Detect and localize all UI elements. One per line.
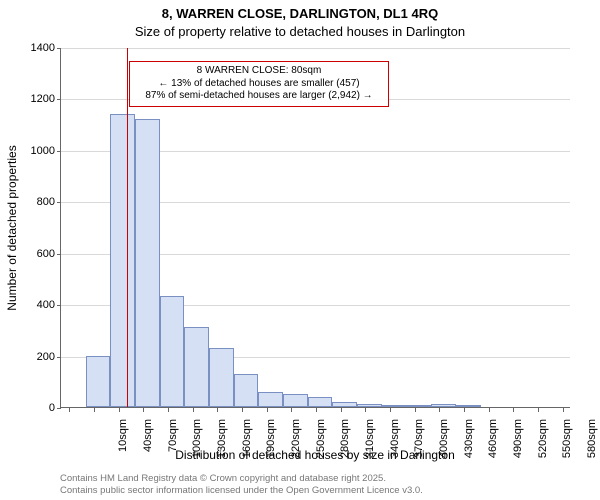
ytick-label: 1000	[15, 145, 55, 157]
y-axis-label: Number of detached properties	[5, 145, 19, 310]
ytick-label: 1400	[15, 42, 55, 54]
xtick-mark	[464, 408, 465, 412]
footer-attribution: Contains HM Land Registry data © Crown c…	[60, 473, 423, 496]
histogram-bar	[258, 392, 283, 407]
xtick-mark	[415, 408, 416, 412]
xtick-mark	[94, 408, 95, 412]
histogram-bar	[283, 394, 308, 407]
ytick-label: 600	[15, 248, 55, 260]
xtick-mark	[563, 408, 564, 412]
xtick-mark	[341, 408, 342, 412]
footer-line1: Contains HM Land Registry data © Crown c…	[60, 473, 423, 484]
ytick-label: 800	[15, 196, 55, 208]
xtick-mark	[316, 408, 317, 412]
histogram-bar	[456, 405, 481, 407]
ytick-mark	[57, 357, 61, 358]
histogram-bar	[332, 402, 357, 407]
ytick-mark	[57, 99, 61, 100]
ytick-mark	[57, 48, 61, 49]
chart-title-line1: 8, WARREN CLOSE, DARLINGTON, DL1 4RQ	[0, 6, 600, 21]
histogram-bar	[135, 119, 160, 407]
histogram-bar	[406, 405, 431, 407]
histogram-bar	[234, 374, 259, 407]
histogram-bar	[431, 404, 456, 407]
ytick-label: 0	[15, 402, 55, 414]
histogram-bar	[308, 397, 333, 407]
footer-line2: Contains public sector information licen…	[60, 485, 423, 496]
gridline	[61, 48, 570, 49]
ytick-mark	[57, 202, 61, 203]
xtick-mark	[193, 408, 194, 412]
xtick-mark	[267, 408, 268, 412]
property-marker-line	[127, 48, 128, 407]
annotation-line: 8 WARREN CLOSE: 80sqm	[136, 65, 382, 78]
x-axis-label: Distribution of detached houses by size …	[60, 448, 570, 462]
annotation-line: 87% of semi-detached houses are larger (…	[136, 90, 382, 103]
histogram-bar	[110, 114, 135, 407]
chart-title-line2: Size of property relative to detached ho…	[0, 24, 600, 39]
xtick-mark	[69, 408, 70, 412]
plot-inner: 020040060080010001200140010sqm40sqm70sqm…	[60, 48, 570, 408]
ytick-label: 400	[15, 299, 55, 311]
xtick-mark	[217, 408, 218, 412]
xtick-mark	[365, 408, 366, 412]
xtick-mark	[242, 408, 243, 412]
xtick-mark	[439, 408, 440, 412]
xtick-mark	[390, 408, 391, 412]
annotation-line: ← 13% of detached houses are smaller (45…	[136, 78, 382, 91]
xtick-label: 580sqm	[586, 419, 598, 469]
xtick-mark	[538, 408, 539, 412]
histogram-bar	[160, 296, 185, 407]
histogram-bar	[357, 404, 382, 407]
xtick-mark	[143, 408, 144, 412]
ytick-mark	[57, 151, 61, 152]
histogram-bar	[86, 356, 111, 407]
annotation-box: 8 WARREN CLOSE: 80sqm← 13% of detached h…	[129, 61, 389, 107]
xtick-mark	[119, 408, 120, 412]
xtick-mark	[291, 408, 292, 412]
plot-area: 020040060080010001200140010sqm40sqm70sqm…	[60, 48, 570, 408]
ytick-mark	[57, 305, 61, 306]
histogram-bar	[184, 327, 209, 407]
xtick-mark	[489, 408, 490, 412]
ytick-mark	[57, 408, 61, 409]
histogram-bar	[209, 348, 234, 407]
chart-container: 8, WARREN CLOSE, DARLINGTON, DL1 4RQ Siz…	[0, 0, 600, 500]
ytick-label: 1200	[15, 93, 55, 105]
ytick-label: 200	[15, 351, 55, 363]
histogram-bar	[382, 405, 407, 407]
xtick-mark	[513, 408, 514, 412]
ytick-mark	[57, 254, 61, 255]
xtick-mark	[168, 408, 169, 412]
